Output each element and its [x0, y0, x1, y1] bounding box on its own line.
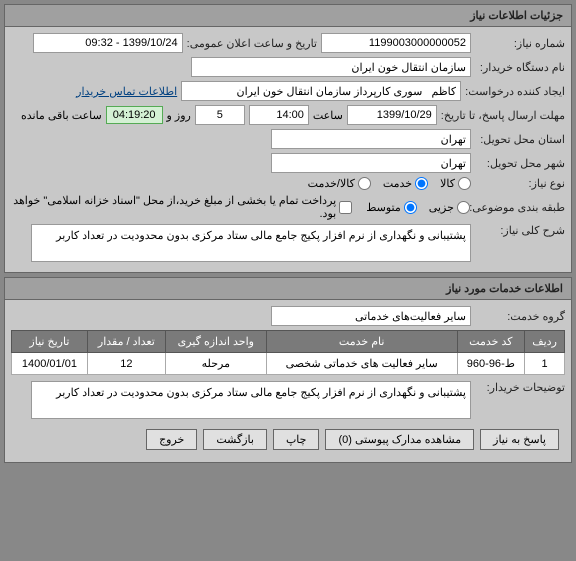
respond-button[interactable]: پاسخ به نیاز	[480, 429, 559, 450]
radio-kala-label: کالا	[440, 177, 455, 190]
radio-kala-input[interactable]	[458, 177, 471, 190]
th-name: نام خدمت	[266, 331, 457, 353]
remaining-label: ساعت باقی مانده	[21, 109, 102, 122]
print-button[interactable]: چاپ	[273, 429, 320, 450]
contact-link[interactable]: اطلاعات تماس خریدار	[76, 85, 177, 98]
need-number-label: شماره نیاز:	[475, 37, 565, 50]
service-group-label: گروه خدمت:	[475, 310, 565, 323]
services-body: گروه خدمت: ردیف کد خدمت نام خدمت واحد ان…	[5, 300, 571, 462]
row-need-number: شماره نیاز: تاریخ و ساعت اعلان عمومی:	[11, 33, 565, 53]
buyer-notes-label: توضیحات خریدار:	[475, 381, 565, 394]
buyer-notes-textarea[interactable]	[31, 381, 471, 419]
row-need-type: نوع نیاز: کالا خدمت کالا/خدمت	[11, 177, 565, 190]
public-date-label: تاریخ و ساعت اعلان عمومی:	[187, 37, 317, 50]
payment-checkbox-item[interactable]: پرداخت تمام یا بخشی از مبلغ خرید،از محل …	[11, 194, 352, 220]
payment-checkbox[interactable]	[339, 201, 352, 214]
budget-group: جزیی متوسط	[366, 201, 470, 214]
deadline-label: مهلت ارسال پاسخ، تا تاریخ:	[441, 109, 565, 122]
row-city: شهر محل تحویل:	[11, 153, 565, 173]
radio-khedmat-input[interactable]	[415, 177, 428, 190]
services-table: ردیف کد خدمت نام خدمت واحد اندازه گیری ت…	[11, 330, 565, 375]
th-date: تاریخ نیاز	[12, 331, 88, 353]
row-creator: ایجاد کننده درخواست: اطلاعات تماس خریدار	[11, 81, 565, 101]
desc-textarea[interactable]	[31, 224, 471, 262]
province-label: استان محل تحویل:	[475, 133, 565, 146]
attachments-button[interactable]: مشاهده مدارک پیوستی (0)	[325, 429, 474, 450]
services-header: اطلاعات خدمات مورد نیاز	[5, 278, 571, 300]
city-label: شهر محل تحویل:	[475, 157, 565, 170]
service-group-input[interactable]	[271, 306, 471, 326]
days-label: روز و	[167, 109, 191, 122]
row-deadline: مهلت ارسال پاسخ، تا تاریخ: ساعت روز و 04…	[11, 105, 565, 125]
row-desc: شرح کلی نیاز:	[11, 224, 565, 262]
td-unit: مرحله	[165, 353, 266, 375]
panel-body: شماره نیاز: تاریخ و ساعت اعلان عمومی: نا…	[5, 27, 571, 272]
need-number-input[interactable]	[321, 33, 471, 53]
deadline-date-input[interactable]	[347, 105, 437, 125]
td-qty: 12	[87, 353, 165, 375]
exit-button[interactable]: خروج	[146, 429, 197, 450]
table-row: 1 ط-96-960 سایر فعالیت های خدماتی شخصی م…	[12, 353, 565, 375]
city-input[interactable]	[271, 153, 471, 173]
main-panel: جزئیات اطلاعات نیاز شماره نیاز: تاریخ و …	[4, 4, 572, 273]
need-type-label: نوع نیاز:	[475, 177, 565, 190]
th-qty: تعداد / مقدار	[87, 331, 165, 353]
radio-both-input[interactable]	[358, 177, 371, 190]
th-unit: واحد اندازه گیری	[165, 331, 266, 353]
radio-small[interactable]: جزیی	[429, 201, 470, 214]
th-code: کد خدمت	[457, 331, 525, 353]
budget-label: طبقه بندی موضوعی:	[474, 201, 565, 214]
payment-note: پرداخت تمام یا بخشی از مبلغ خرید،از محل …	[11, 194, 336, 220]
radio-khedmat-label: خدمت	[383, 177, 412, 190]
button-bar: پاسخ به نیاز مشاهده مدارک پیوستی (0) چاپ…	[11, 423, 565, 456]
td-row: 1	[525, 353, 565, 375]
creator-label: ایجاد کننده درخواست:	[465, 85, 565, 98]
radio-both[interactable]: کالا/خدمت	[308, 177, 371, 190]
table-header-row: ردیف کد خدمت نام خدمت واحد اندازه گیری ت…	[12, 331, 565, 353]
row-service-group: گروه خدمت:	[11, 306, 565, 326]
radio-medium-input[interactable]	[404, 201, 417, 214]
radio-medium[interactable]: متوسط	[366, 201, 417, 214]
time-label: ساعت	[313, 109, 343, 122]
radio-small-label: جزیی	[429, 201, 454, 214]
buyer-label: نام دستگاه خریدار:	[475, 61, 565, 74]
services-panel: اطلاعات خدمات مورد نیاز گروه خدمت: ردیف …	[4, 277, 572, 463]
need-type-group: کالا خدمت کالا/خدمت	[308, 177, 471, 190]
td-code: ط-96-960	[457, 353, 525, 375]
remaining-time: 04:19:20	[106, 106, 163, 124]
panel-header: جزئیات اطلاعات نیاز	[5, 5, 571, 27]
province-input[interactable]	[271, 129, 471, 149]
radio-both-label: کالا/خدمت	[308, 177, 355, 190]
radio-kala[interactable]: کالا	[440, 177, 471, 190]
th-row: ردیف	[525, 331, 565, 353]
creator-input[interactable]	[181, 81, 461, 101]
back-button[interactable]: بازگشت	[203, 429, 267, 450]
deadline-time-input[interactable]	[249, 105, 309, 125]
row-buyer: نام دستگاه خریدار:	[11, 57, 565, 77]
radio-small-input[interactable]	[457, 201, 470, 214]
public-date-input[interactable]	[33, 33, 183, 53]
td-date: 1400/01/01	[12, 353, 88, 375]
desc-label: شرح کلی نیاز:	[475, 224, 565, 237]
row-budget: طبقه بندی موضوعی: جزیی متوسط پرداخت تمام…	[11, 194, 565, 220]
buyer-input[interactable]	[191, 57, 471, 77]
radio-medium-label: متوسط	[366, 201, 401, 214]
days-input[interactable]	[195, 105, 245, 125]
radio-khedmat[interactable]: خدمت	[383, 177, 428, 190]
td-name: سایر فعالیت های خدماتی شخصی	[266, 353, 457, 375]
row-buyer-notes: توضیحات خریدار:	[11, 381, 565, 419]
row-province: استان محل تحویل:	[11, 129, 565, 149]
